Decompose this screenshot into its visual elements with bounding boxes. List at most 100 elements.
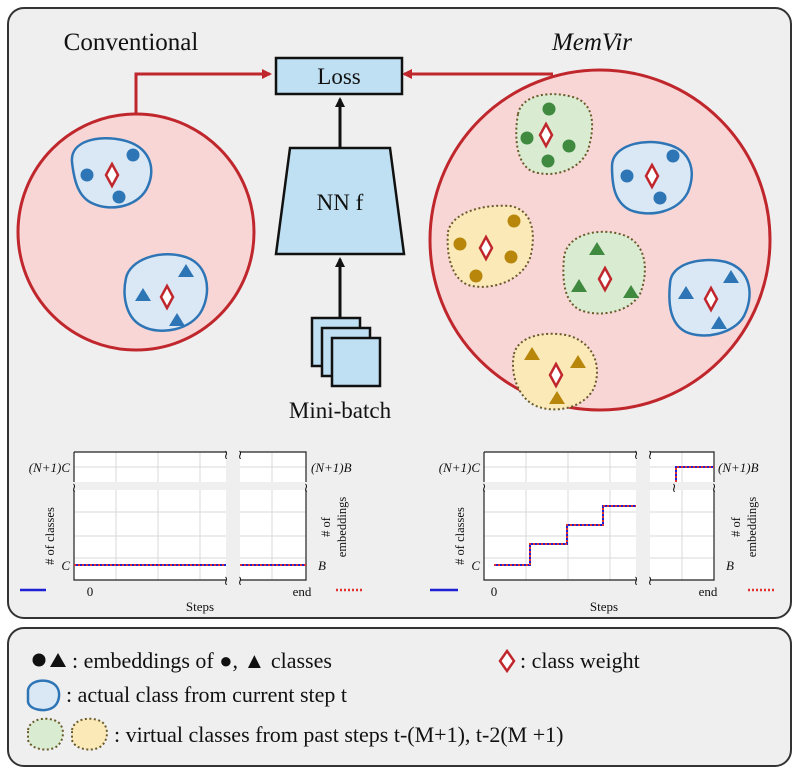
dot-icon <box>80 168 94 182</box>
svg-text:≀: ≀ <box>634 573 639 588</box>
diamond-icon <box>548 361 564 389</box>
loss-label: Loss <box>317 64 361 89</box>
right-xlabel: Steps <box>590 599 618 614</box>
triangle-icon <box>623 285 639 298</box>
right-xtick-end: end <box>699 584 718 599</box>
dot-icon <box>666 149 680 163</box>
green-blob-icon <box>27 717 64 751</box>
dot-icon <box>453 237 467 251</box>
memvir-green-circle-class <box>515 93 594 175</box>
right-y2label-1: # of <box>729 516 743 537</box>
svg-text:≀: ≀ <box>648 573 653 588</box>
left-xtick-end: end <box>293 584 312 599</box>
dot-icon <box>562 139 576 153</box>
dot-icon <box>32 653 46 667</box>
svg-text:≀: ≀ <box>482 480 487 495</box>
memvir-yellow-circle-class <box>446 204 534 288</box>
loss-box <box>274 56 404 96</box>
left-ylabel: # of classes <box>43 507 57 565</box>
blue-blob-icon <box>26 679 61 712</box>
diamond-icon <box>703 285 719 313</box>
dot-icon <box>653 191 667 205</box>
legend-class-weight: : class weight <box>520 648 640 673</box>
legend-line1: : embeddings of ●, ▲ classes <box>72 648 332 673</box>
left-y2label-2: embeddings <box>335 497 349 558</box>
dot-icon <box>620 169 634 183</box>
triangle-icon <box>135 288 151 301</box>
triangle-icon <box>50 653 66 667</box>
right-y2label-2: embeddings <box>745 497 759 558</box>
triangle-icon <box>678 286 694 299</box>
left-y2tick-top: (N+1)B <box>311 460 352 475</box>
right-chart: ≀ ≀ ≀ ≀ ≀ ≀ ≀ (N+1)C C (N+1)B B 0 end St… <box>430 447 776 614</box>
left-ytick-top: (N+1)C <box>29 460 71 475</box>
conventional-title: Conventional <box>64 29 199 56</box>
triangle-icon <box>549 391 565 404</box>
svg-text:≀: ≀ <box>648 447 653 462</box>
diamond-icon <box>597 265 613 293</box>
diamond-icon <box>104 161 120 189</box>
triangle-icon <box>169 313 185 326</box>
svg-text:≀: ≀ <box>224 447 229 462</box>
dot-icon <box>504 250 518 264</box>
dot-icon <box>112 190 126 204</box>
legend-line3: : virtual classes from past steps t-(M+1… <box>114 722 563 747</box>
dot-icon <box>507 214 521 228</box>
minibatch-stack-icon <box>310 316 382 388</box>
left-ytick-bottom: C <box>61 558 70 573</box>
svg-text:≀: ≀ <box>304 480 309 495</box>
right-ytick-top: (N+1)C <box>439 460 481 475</box>
left-y2label-1: # of <box>319 516 333 537</box>
diamond-icon <box>644 162 660 190</box>
left-xlabel: Steps <box>186 599 214 614</box>
left-y2tick-bottom: B <box>318 558 326 573</box>
svg-text:≀: ≀ <box>238 447 243 462</box>
right-xtick-start: 0 <box>491 584 498 599</box>
triangle-icon <box>570 355 586 368</box>
conventional-circle-class <box>70 136 153 209</box>
diamond-icon <box>538 121 554 149</box>
dot-icon <box>126 148 140 162</box>
diamond-icon <box>478 234 494 262</box>
conventional-to-loss-arrow <box>134 69 272 114</box>
triangle-icon <box>589 242 605 255</box>
triangle-icon <box>723 270 739 283</box>
nn-label: NN f <box>317 190 364 215</box>
triangle-icon <box>571 279 587 292</box>
conventional-triangle-class <box>123 253 209 332</box>
triangle-icon <box>524 347 540 360</box>
right-y2tick-bottom: B <box>726 558 734 573</box>
diamond-icon <box>498 648 516 674</box>
svg-text:≀: ≀ <box>238 573 243 588</box>
nn-block <box>274 146 406 256</box>
memvir-green-triangle-class <box>562 230 646 315</box>
right-ytick-bottom: C <box>471 558 480 573</box>
memvir-title: MemVir <box>551 29 632 56</box>
left-chart: ≀ ≀ ≀ ≀ ≀ ≀ (N+1)C C (N+1)B B 0 end Step… <box>20 447 364 614</box>
right-y2tick-top: (N+1)B <box>718 460 759 475</box>
diamond-icon <box>159 283 175 311</box>
dot-icon <box>469 269 483 283</box>
triangle-icon <box>711 316 727 329</box>
right-embeddings-line-top <box>675 466 714 482</box>
minibatch-label: Mini-batch <box>289 398 392 423</box>
svg-text:≀: ≀ <box>634 447 639 462</box>
right-embeddings-line <box>494 505 636 566</box>
yellow-blob-icon <box>71 717 108 751</box>
dot-icon <box>520 131 534 145</box>
memvir-blue-triangle-class <box>668 258 751 337</box>
dot-icon <box>542 102 556 116</box>
memvir-yellow-triangle-class <box>512 332 598 411</box>
svg-text:≀: ≀ <box>72 480 77 495</box>
dot-icon <box>541 154 555 168</box>
memvir-blue-circle-class <box>610 140 693 215</box>
svg-text:≀: ≀ <box>712 480 717 495</box>
svg-text:≀: ≀ <box>224 573 229 588</box>
legend-line2: : actual class from current step t <box>66 682 347 707</box>
triangle-icon <box>178 264 194 277</box>
legend-panel <box>7 627 792 767</box>
right-ylabel: # of classes <box>453 507 467 565</box>
left-xtick-start: 0 <box>87 584 94 599</box>
svg-text:≀: ≀ <box>672 480 677 495</box>
